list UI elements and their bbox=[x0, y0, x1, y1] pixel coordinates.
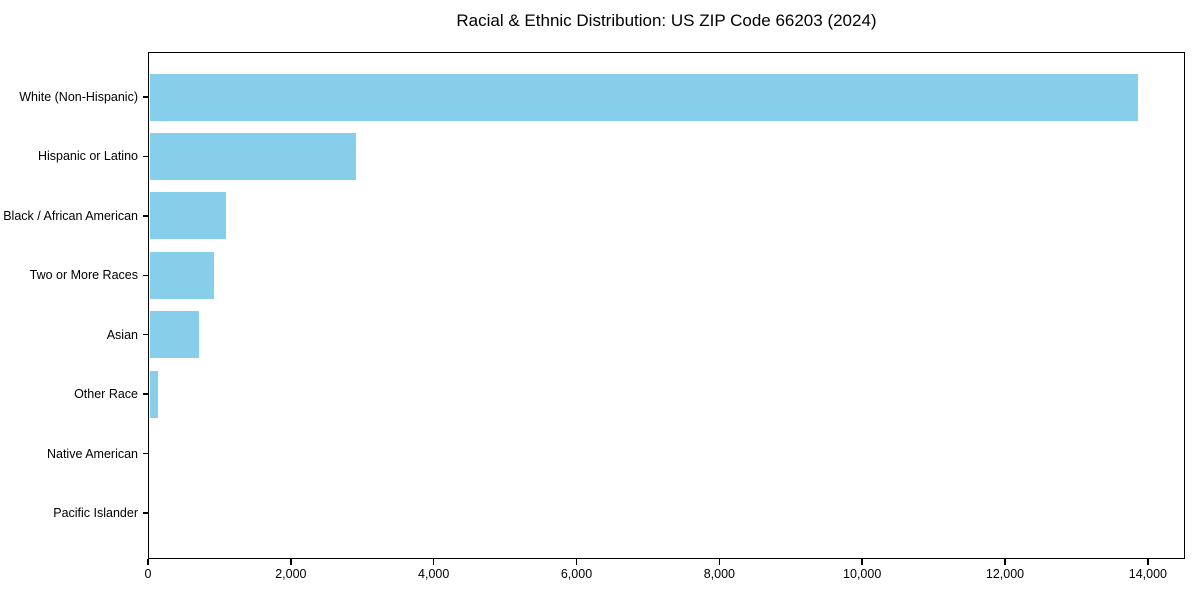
y-tick-label: Two or More Races bbox=[29, 268, 138, 283]
plot-area bbox=[148, 52, 1185, 559]
y-tick-label: Asian bbox=[106, 327, 138, 342]
y-tick-mark bbox=[143, 274, 148, 277]
bar-white-non-hispanic- bbox=[150, 73, 1138, 121]
x-tick-mark bbox=[290, 559, 292, 565]
x-tick-mark bbox=[432, 559, 435, 565]
bar-black-african-american bbox=[150, 192, 227, 240]
x-tick-mark bbox=[718, 559, 721, 565]
x-tick-label: 6,000 bbox=[560, 567, 593, 581]
x-tick-label: 12,000 bbox=[985, 567, 1025, 581]
y-tick-mark bbox=[143, 333, 148, 336]
y-tick-label: Native American bbox=[46, 446, 138, 461]
y-tick-mark bbox=[143, 155, 148, 158]
y-tick-mark bbox=[143, 512, 148, 514]
x-tick-mark bbox=[147, 559, 149, 565]
x-tick-label: 2,000 bbox=[275, 567, 307, 581]
bar-asian bbox=[150, 311, 200, 359]
x-tick-mark bbox=[861, 559, 863, 565]
x-tick-label: 8,000 bbox=[703, 567, 735, 581]
y-tick-label: Hispanic or Latino bbox=[37, 149, 138, 164]
y-tick-label: Other Race bbox=[74, 387, 138, 402]
chart-title: Racial & Ethnic Distribution: US ZIP Cod… bbox=[456, 11, 877, 30]
y-tick-mark bbox=[143, 215, 148, 217]
y-tick-label: Black / African American bbox=[3, 208, 138, 223]
y-tick-mark bbox=[143, 393, 148, 395]
x-tick-mark bbox=[575, 559, 578, 565]
bar-hispanic-or-latino bbox=[150, 132, 357, 180]
bar-other-race bbox=[150, 370, 158, 418]
y-tick-label: Pacific Islander bbox=[53, 506, 138, 520]
y-tick-mark bbox=[143, 96, 148, 98]
x-tick-label: 10,000 bbox=[843, 567, 882, 581]
x-tick-mark bbox=[1004, 559, 1006, 565]
x-tick-label: 0 bbox=[144, 567, 152, 581]
bar-two-or-more-races bbox=[150, 251, 214, 299]
y-tick-label: White (Non-Hispanic) bbox=[19, 90, 138, 104]
x-tick-label: 4,000 bbox=[418, 567, 450, 581]
y-tick-mark bbox=[143, 452, 148, 455]
x-tick-label: 14,000 bbox=[1128, 567, 1167, 581]
x-tick-mark bbox=[1147, 559, 1149, 565]
